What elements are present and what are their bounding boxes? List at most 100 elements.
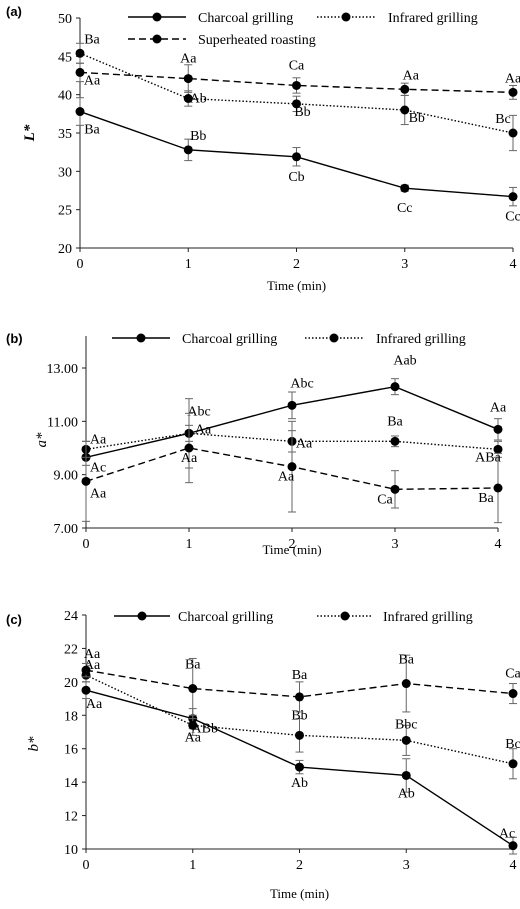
data-point <box>493 483 503 493</box>
data-point <box>287 462 297 472</box>
data-label: Bb <box>294 105 310 120</box>
data-label: Aa <box>490 400 507 415</box>
x-tick-label: 3 <box>392 537 399 552</box>
data-point <box>493 444 503 454</box>
y-tick-label: 18 <box>64 709 78 724</box>
x-tick-label: 3 <box>401 257 408 272</box>
y-axis-title: L* <box>22 124 38 142</box>
legend-entry-label: Charcoal grilling <box>182 332 277 347</box>
data-point <box>400 183 410 193</box>
data-label: Ba <box>185 658 201 673</box>
data-label: Bc <box>505 737 520 752</box>
data-label: Ba <box>292 668 308 683</box>
y-tick-label: 35 <box>58 127 72 142</box>
legend-swatch-marker <box>137 611 147 621</box>
data-point <box>508 841 518 851</box>
data-label: Ca <box>377 492 393 507</box>
chart-panel-1: (a) 20 25 30 35 40 45 50 0 1 2 3 4 Time (min) L* Ba Bb Cb… <box>6 4 520 293</box>
data-label: Ab <box>398 786 415 801</box>
legend-entry-label: Superheated roasting <box>198 33 316 48</box>
y-axis-title: b* <box>26 736 42 752</box>
data-point <box>183 145 193 155</box>
legend-entry-label: Infrared grilling <box>383 610 473 625</box>
data-point <box>75 48 85 58</box>
y-tick-label: 20 <box>64 676 78 691</box>
data-point <box>401 770 411 780</box>
series-2: Ba Ab Bb Bb Bc <box>75 32 518 152</box>
data-point <box>287 400 297 410</box>
y-tick-label: 40 <box>58 89 72 104</box>
series-line <box>79 71 514 94</box>
y-tick-label: 9.00 <box>54 469 79 484</box>
data-point <box>188 720 198 730</box>
data-point <box>292 152 301 162</box>
legend-swatch-marker <box>341 12 351 22</box>
data-label: Aa <box>195 422 212 437</box>
panel-label: (a) <box>6 4 22 19</box>
data-label: Aa <box>84 647 101 662</box>
legend-entry-label: Infrared grilling <box>376 332 466 347</box>
data-label: ABa <box>475 450 501 465</box>
data-point <box>292 99 301 109</box>
x-tick-label: 1 <box>186 537 193 552</box>
x-axis-title: Time (min) <box>270 886 329 901</box>
data-point <box>81 665 91 675</box>
x-tick-label: 0 <box>77 257 84 272</box>
data-label: Ac <box>499 827 515 842</box>
data-point <box>292 80 301 90</box>
data-label: Bb <box>190 129 206 144</box>
series-3: Aa Aa Ca Aa Aa <box>75 52 520 100</box>
data-point <box>184 443 194 453</box>
data-label: Abc <box>187 404 210 419</box>
data-point <box>295 692 304 702</box>
series-3: Aa Aa Aa Ca Ba <box>81 412 503 524</box>
data-point <box>390 436 400 446</box>
data-label: Cb <box>288 170 304 185</box>
data-label: Ca <box>505 667 520 682</box>
series-2: Aa Aa Bb Bbc Bc <box>81 658 520 780</box>
data-point <box>508 87 518 97</box>
legend-swatch-marker <box>136 333 146 343</box>
legend: Charcoal grilling Infrared grilling <box>112 332 466 347</box>
data-label: Ab <box>190 92 207 107</box>
data-point <box>81 685 91 695</box>
data-point <box>400 105 410 115</box>
legend-swatch-marker <box>152 12 162 22</box>
legend-entry-label: Charcoal grilling <box>198 11 293 26</box>
y-tick-label: 24 <box>64 609 78 624</box>
data-label: Ba <box>478 491 494 506</box>
legend-swatch-marker <box>340 611 350 621</box>
data-point <box>493 424 503 434</box>
data-label: Aa <box>296 436 313 451</box>
data-label: Bb <box>409 111 425 126</box>
data-label: Bc <box>495 112 511 127</box>
x-tick-label: 2 <box>293 257 300 272</box>
legend-swatch-marker <box>152 34 162 44</box>
series-3: Aa Ba Ba Ba Ca <box>81 647 520 720</box>
series-line <box>79 52 514 134</box>
legend-entry-label: Charcoal grilling <box>178 610 273 625</box>
y-tick-label: 50 <box>58 12 72 27</box>
x-tick-label: 1 <box>189 858 196 873</box>
panel-label: (c) <box>6 612 22 627</box>
data-label: Aa <box>84 73 101 88</box>
data-label: Aa <box>403 68 420 83</box>
data-label: Aab <box>393 354 416 369</box>
data-point <box>508 192 518 202</box>
series-1: Ac Abc Abc Aab Aa <box>81 354 507 475</box>
data-point <box>390 484 400 494</box>
x-tick-label: 4 <box>510 257 517 272</box>
data-point <box>508 759 518 769</box>
x-tick-label: 4 <box>510 858 517 873</box>
data-point <box>401 735 411 745</box>
data-point <box>183 74 193 84</box>
data-label: Ab <box>291 776 308 791</box>
data-label: Aa <box>180 52 197 67</box>
data-label: Bbc <box>395 717 418 732</box>
data-label: Ba <box>398 653 414 668</box>
data-point <box>183 94 193 103</box>
y-tick-label: 14 <box>64 776 78 791</box>
data-point <box>81 476 91 486</box>
